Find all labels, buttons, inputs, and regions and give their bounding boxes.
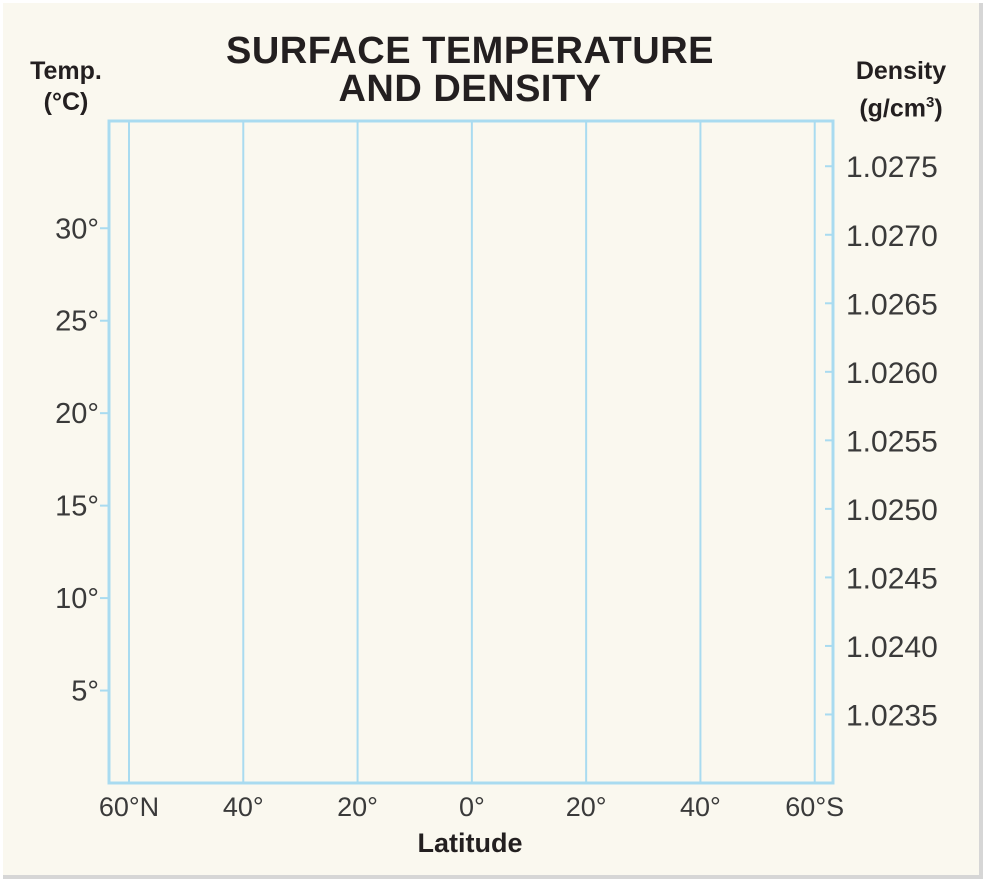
right-axis-unit: (g/cm	[859, 94, 926, 123]
right-axis-unit-close: )	[934, 94, 943, 123]
right-axis-title: Density (g/cm3)	[840, 56, 962, 124]
right-tick-label: 1.0250	[846, 494, 938, 527]
x-tick-label: 60°S	[785, 792, 844, 822]
left-tick-label: 5°	[71, 676, 99, 708]
right-axis-unit-superscript: 3	[926, 94, 935, 111]
right-axis-title-line-1: Density	[855, 57, 947, 85]
x-axis-title: Latitude	[417, 828, 523, 858]
chart-title-line-2: AND DENSITY	[338, 68, 602, 110]
x-tick-label: 40°	[223, 792, 264, 822]
left-tick-label: 25°	[55, 306, 99, 338]
left-tick-label: 30°	[55, 213, 99, 245]
left-tick-label: 15°	[55, 491, 99, 523]
right-tick-label: 1.0235	[846, 699, 938, 732]
right-tick-label: 1.0270	[846, 220, 938, 253]
chart-frame	[3, 3, 983, 879]
x-tick-label: 20°	[337, 792, 378, 822]
right-tick-label: 1.0240	[846, 631, 938, 664]
chart-title-line-1: SURFACE TEMPERATURE	[225, 30, 715, 72]
right-tick-label: 1.0265	[846, 288, 938, 321]
x-tick-label: 40°	[680, 792, 721, 822]
left-axis-title: Temp. (°C)	[18, 56, 114, 118]
right-tick-label: 1.0255	[846, 425, 938, 458]
left-tick-label: 10°	[55, 583, 99, 615]
left-axis-title-line-2: (°C)	[43, 88, 89, 116]
left-tick-label: 20°	[55, 398, 99, 430]
right-tick-label: 1.0275	[846, 151, 938, 184]
left-axis-title-line-1: Temp.	[30, 57, 102, 85]
x-tick-label: 60°N	[99, 792, 159, 822]
x-tick-label: 0°	[459, 792, 485, 822]
right-axis-title-line-2: (g/cm3)	[840, 87, 962, 124]
right-tick-label: 1.0260	[846, 357, 938, 390]
x-tick-label: 20°	[566, 792, 607, 822]
right-tick-label: 1.0245	[846, 562, 938, 595]
